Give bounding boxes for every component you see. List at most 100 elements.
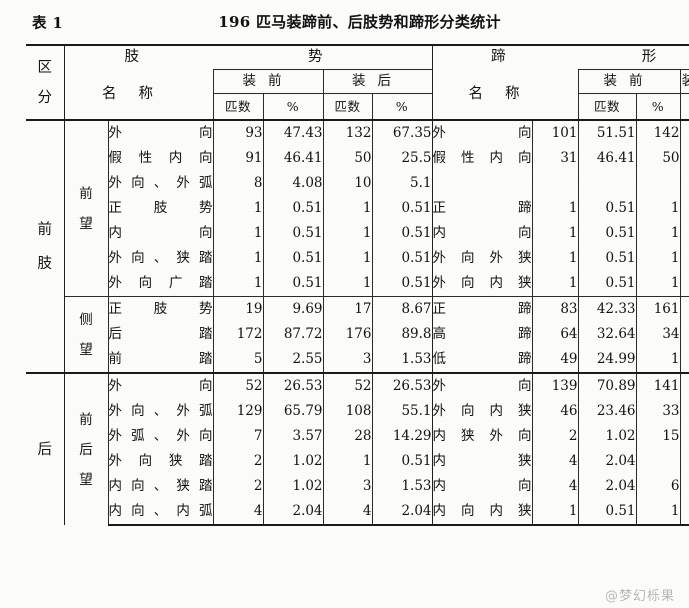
right-hoof-name-text: 内狭外向 [432, 428, 532, 444]
right-after-pct: 0.51 [680, 347, 689, 373]
left-after-count: 17 [323, 296, 373, 322]
left-before-pct: 2.55 [263, 347, 324, 373]
header-left-before-count: 匹数 [213, 93, 264, 120]
view-label-char: 后 [79, 441, 93, 458]
left-before-pct: 1.02 [263, 449, 324, 474]
header-left-before-a: 装 [242, 73, 268, 89]
left-before-count: 52 [213, 372, 264, 399]
right-hoof-name-text: 内向 [432, 478, 532, 494]
right-hoof-name-text: 内狭 [432, 453, 532, 469]
left-posture-name-text: 外向广踏 [108, 275, 213, 291]
right-hoof-name: 正蹄 [431, 296, 533, 322]
header-left-name-b: 称 [138, 85, 175, 102]
left-after-pct: 1.53 [401, 351, 432, 367]
left-posture-name: 外向、狭踏 [108, 246, 214, 271]
left-after-pct: 67.35 [372, 119, 432, 146]
header-right-before-a: 装 [603, 73, 629, 89]
left-before-pct: 3.57 [263, 424, 324, 449]
right-after-count: 50 [636, 146, 681, 171]
left-posture-name-text: 前踏 [108, 351, 213, 367]
left-before-count: 1 [213, 221, 264, 246]
right-hoof-name-text: 低蹄 [432, 351, 532, 367]
right-before-count: 1 [532, 246, 579, 271]
right-before-count: 139 [532, 372, 579, 399]
right-before-count: 49 [532, 347, 579, 373]
left-after-count: 50 [323, 146, 373, 171]
right-hoof-name: 外向 [431, 119, 533, 146]
right-hoof-name-text: 外向内狭 [432, 403, 532, 419]
view-label: 前望 [64, 119, 109, 297]
right-after-pct: 0.51 [680, 221, 689, 246]
right-after-count: 1 [636, 347, 681, 373]
left-before-count: 7 [213, 424, 264, 449]
right-before-count: 83 [532, 296, 579, 322]
left-before-pct: 2.04 [263, 499, 324, 526]
header-left-name: 名称 [64, 69, 214, 120]
header-right-before: 装前 [578, 69, 681, 94]
right-after-count: 1 [636, 499, 681, 526]
header-left-before: 装前 [213, 69, 324, 94]
header-right-before-pct: % [636, 93, 681, 120]
header-zone-line1: 区 [37, 59, 53, 76]
right-before-pct: 0.51 [578, 221, 637, 246]
left-after-pct: 0.51 [401, 225, 432, 241]
left-before-pct: 47.43 [263, 119, 324, 146]
header-left-after-count: 匹数 [323, 93, 373, 120]
header-left-after: 装后 [323, 69, 432, 94]
right-hoof-name: 内向 [431, 474, 533, 499]
left-posture-name: 正肢势 [108, 196, 214, 221]
view-label-char: 望 [79, 471, 93, 488]
right-after-count [636, 171, 681, 196]
right-before-count: 46 [532, 399, 579, 424]
left-posture-name-text: 内向、狭踏 [108, 478, 213, 494]
left-before-count: 172 [213, 322, 264, 347]
header-right-after-count: 匹数 [680, 93, 689, 120]
header-right-name: 名称 [431, 69, 579, 120]
left-posture-name-text: 后踏 [108, 326, 213, 342]
right-after-pct [680, 449, 689, 474]
left-posture-name-text: 外向、外弧 [108, 175, 213, 191]
right-hoof-name: 外向内狭 [431, 399, 533, 424]
header-left-before-pct: % [263, 93, 324, 120]
left-before-pct: 1.02 [263, 474, 324, 499]
left-before-count: 4 [213, 499, 264, 526]
left-posture-name-text: 外向 [108, 378, 213, 394]
left-posture-name: 外向 [108, 119, 214, 146]
right-hoof-name: 正蹄 [431, 196, 533, 221]
table-head: 区 分 肢 势 蹄 形 名称 装前 装后 名称 [26, 44, 689, 120]
view-label-char: 前 [79, 185, 93, 202]
right-hoof-name: 内狭 [431, 449, 533, 474]
view-label-char: 望 [79, 341, 93, 358]
view-label-char: 望 [79, 215, 93, 232]
right-before-count: 2 [532, 424, 579, 449]
left-before-pct: 26.53 [263, 372, 324, 399]
right-before-count: 1 [532, 196, 579, 221]
header-right-after-a: 装 [682, 73, 689, 89]
left-before-count: 1 [213, 246, 264, 271]
left-before-count: 8 [213, 171, 264, 196]
left-after-count: 176 [323, 322, 373, 347]
limb-label-char: 后 [37, 441, 53, 458]
left-posture-name-text: 内向 [108, 225, 213, 241]
right-after-pct: 7.65 [680, 424, 689, 449]
left-posture-name-text: 假性内向 [108, 150, 213, 166]
header-left-name-a: 名 [102, 85, 139, 102]
right-before-pct: 32.64 [578, 322, 637, 347]
left-before-count: 93 [213, 119, 264, 146]
left-after-pct: 0.51 [401, 200, 432, 216]
right-before-count: 4 [532, 449, 579, 474]
header-left-after-a: 装 [352, 73, 378, 89]
table-row: 外向、外弧 8 4.08 10 5.1 [26, 171, 689, 196]
left-after-count: 132 [323, 119, 373, 146]
header-row-groups: 区 分 肢 势 蹄 形 [26, 44, 689, 120]
right-after-count: 142 [636, 119, 681, 146]
right-before-count: 31 [532, 146, 579, 171]
left-after-pct: 26.53 [372, 372, 432, 399]
left-posture-name: 假性内向 [108, 146, 214, 171]
left-after-pct: 25.5 [401, 150, 432, 166]
right-after-pct: 0.51 [680, 196, 689, 221]
